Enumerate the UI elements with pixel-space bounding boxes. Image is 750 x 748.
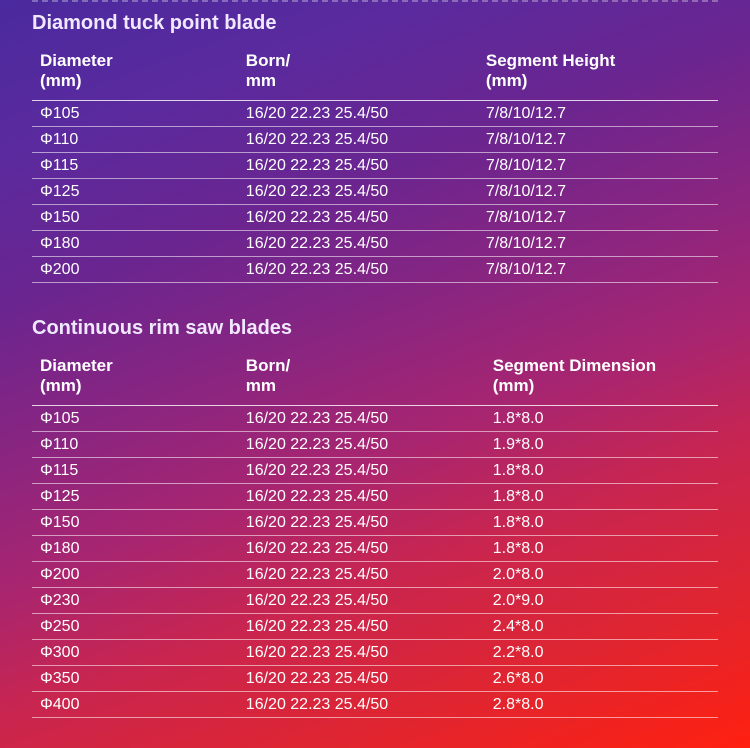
table-cell: 7/8/10/12.7 bbox=[478, 257, 718, 283]
table-cell: 16/20 22.23 25.4/50 bbox=[238, 536, 485, 562]
table-cell: 16/20 22.23 25.4/50 bbox=[238, 257, 478, 283]
table-cell: 7/8/10/12.7 bbox=[478, 127, 718, 153]
table-cell: 1.8*8.0 bbox=[485, 458, 718, 484]
table-cell: 16/20 22.23 25.4/50 bbox=[238, 588, 485, 614]
table-cell: 7/8/10/12.7 bbox=[478, 205, 718, 231]
table-header-row: Diameter (mm) Born/ mm Segment Dimension… bbox=[32, 352, 718, 406]
table-row: Φ35016/20 22.23 25.4/502.6*8.0 bbox=[32, 666, 718, 692]
table-row: Φ11016/20 22.23 25.4/501.9*8.0 bbox=[32, 432, 718, 458]
table-row: Φ25016/20 22.23 25.4/502.4*8.0 bbox=[32, 614, 718, 640]
table-cell: Φ115 bbox=[32, 458, 238, 484]
top-dashed-divider bbox=[32, 0, 718, 2]
table-cell: 2.2*8.0 bbox=[485, 640, 718, 666]
table-cell: 2.0*8.0 bbox=[485, 562, 718, 588]
table-cell: 7/8/10/12.7 bbox=[478, 179, 718, 205]
table-cell: Φ125 bbox=[32, 179, 238, 205]
table-cell: Φ180 bbox=[32, 536, 238, 562]
table-cell: 16/20 22.23 25.4/50 bbox=[238, 406, 485, 432]
table-cell: 7/8/10/12.7 bbox=[478, 231, 718, 257]
table-header-row: Diameter (mm) Born/ mm Segment Height (m… bbox=[32, 47, 718, 101]
table-row: Φ20016/20 22.23 25.4/502.0*8.0 bbox=[32, 562, 718, 588]
table-row: Φ20016/20 22.23 25.4/507/8/10/12.7 bbox=[32, 257, 718, 283]
table-cell: 16/20 22.23 25.4/50 bbox=[238, 562, 485, 588]
table-cell: 2.4*8.0 bbox=[485, 614, 718, 640]
table-cell: 16/20 22.23 25.4/50 bbox=[238, 205, 478, 231]
table-cell: Φ105 bbox=[32, 406, 238, 432]
col-diameter: Diameter (mm) bbox=[32, 47, 238, 101]
table-row: Φ15016/20 22.23 25.4/501.8*8.0 bbox=[32, 510, 718, 536]
table-cell: 16/20 22.23 25.4/50 bbox=[238, 153, 478, 179]
table-cell: 2.0*9.0 bbox=[485, 588, 718, 614]
table-cell: Φ300 bbox=[32, 640, 238, 666]
table-continuous-rim: Diameter (mm) Born/ mm Segment Dimension… bbox=[32, 352, 718, 718]
table-cell: Φ125 bbox=[32, 484, 238, 510]
table-row: Φ18016/20 22.23 25.4/501.8*8.0 bbox=[32, 536, 718, 562]
col-segment-dimension: Segment Dimension (mm) bbox=[485, 352, 718, 406]
table-row: Φ15016/20 22.23 25.4/507/8/10/12.7 bbox=[32, 205, 718, 231]
table-row: Φ11016/20 22.23 25.4/507/8/10/12.7 bbox=[32, 127, 718, 153]
table-row: Φ12516/20 22.23 25.4/501.8*8.0 bbox=[32, 484, 718, 510]
table-cell: 16/20 22.23 25.4/50 bbox=[238, 127, 478, 153]
table-cell: 1.8*8.0 bbox=[485, 406, 718, 432]
table-cell: 1.8*8.0 bbox=[485, 484, 718, 510]
table-cell: 16/20 22.23 25.4/50 bbox=[238, 231, 478, 257]
table-cell: 16/20 22.23 25.4/50 bbox=[238, 510, 485, 536]
col-born: Born/ mm bbox=[238, 47, 478, 101]
table-cell: 16/20 22.23 25.4/50 bbox=[238, 179, 478, 205]
table-cell: 7/8/10/12.7 bbox=[478, 101, 718, 127]
table-tuck-point: Diameter (mm) Born/ mm Segment Height (m… bbox=[32, 47, 718, 283]
table-row: Φ40016/20 22.23 25.4/502.8*8.0 bbox=[32, 692, 718, 718]
table-cell: Φ400 bbox=[32, 692, 238, 718]
table-cell: Φ200 bbox=[32, 562, 238, 588]
table-cell: Φ150 bbox=[32, 510, 238, 536]
table-row: Φ11516/20 22.23 25.4/507/8/10/12.7 bbox=[32, 153, 718, 179]
section1-title: Diamond tuck point blade bbox=[32, 12, 718, 35]
table-cell: Φ350 bbox=[32, 666, 238, 692]
table-cell: Φ230 bbox=[32, 588, 238, 614]
table-row: Φ11516/20 22.23 25.4/501.8*8.0 bbox=[32, 458, 718, 484]
table-cell: Φ110 bbox=[32, 432, 238, 458]
section2-title: Continuous rim saw blades bbox=[32, 317, 718, 340]
table-cell: Φ105 bbox=[32, 101, 238, 127]
table-cell: 1.8*8.0 bbox=[485, 536, 718, 562]
table-cell: 16/20 22.23 25.4/50 bbox=[238, 614, 485, 640]
table-row: Φ18016/20 22.23 25.4/507/8/10/12.7 bbox=[32, 231, 718, 257]
table-cell: 16/20 22.23 25.4/50 bbox=[238, 666, 485, 692]
table-cell: 2.8*8.0 bbox=[485, 692, 718, 718]
table-cell: 1.8*8.0 bbox=[485, 510, 718, 536]
col-diameter: Diameter (mm) bbox=[32, 352, 238, 406]
table-cell: Φ200 bbox=[32, 257, 238, 283]
table-cell: 7/8/10/12.7 bbox=[478, 153, 718, 179]
table-cell: 16/20 22.23 25.4/50 bbox=[238, 484, 485, 510]
table-cell: Φ180 bbox=[32, 231, 238, 257]
table-cell: 1.9*8.0 bbox=[485, 432, 718, 458]
table-cell: 16/20 22.23 25.4/50 bbox=[238, 432, 485, 458]
col-segment-height: Segment Height (mm) bbox=[478, 47, 718, 101]
table-row: Φ23016/20 22.23 25.4/502.0*9.0 bbox=[32, 588, 718, 614]
table-cell: Φ110 bbox=[32, 127, 238, 153]
table-cell: 2.6*8.0 bbox=[485, 666, 718, 692]
table-row: Φ30016/20 22.23 25.4/502.2*8.0 bbox=[32, 640, 718, 666]
table-cell: Φ150 bbox=[32, 205, 238, 231]
table-row: Φ12516/20 22.23 25.4/507/8/10/12.7 bbox=[32, 179, 718, 205]
table-cell: 16/20 22.23 25.4/50 bbox=[238, 101, 478, 127]
col-born: Born/ mm bbox=[238, 352, 485, 406]
table-cell: 16/20 22.23 25.4/50 bbox=[238, 692, 485, 718]
table-row: Φ10516/20 22.23 25.4/501.8*8.0 bbox=[32, 406, 718, 432]
table-row: Φ10516/20 22.23 25.4/507/8/10/12.7 bbox=[32, 101, 718, 127]
table-cell: Φ250 bbox=[32, 614, 238, 640]
table-cell: 16/20 22.23 25.4/50 bbox=[238, 640, 485, 666]
table-cell: 16/20 22.23 25.4/50 bbox=[238, 458, 485, 484]
table-cell: Φ115 bbox=[32, 153, 238, 179]
